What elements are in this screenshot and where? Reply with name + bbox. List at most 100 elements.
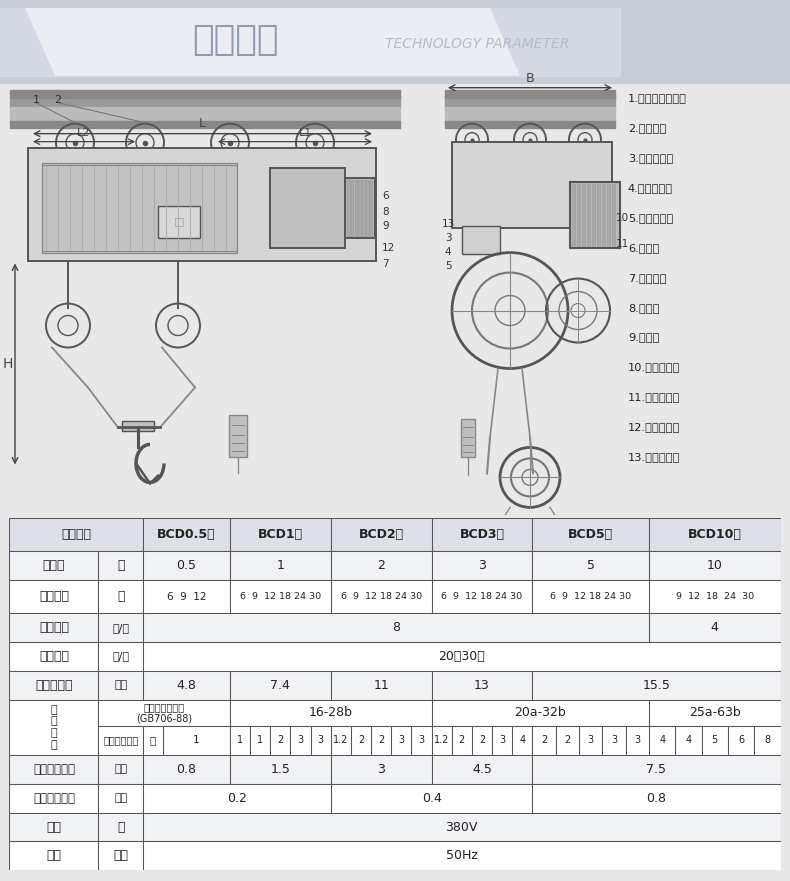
Text: 米/分: 米/分 (112, 652, 130, 662)
Text: 11: 11 (374, 679, 389, 692)
Bar (649, 613, 781, 642)
Bar (331, 755, 431, 783)
Bar (99, 671, 143, 700)
Text: 3: 3 (419, 736, 424, 745)
Text: 0.8: 0.8 (176, 763, 197, 775)
Bar (431, 700, 649, 726)
Text: 4: 4 (659, 736, 665, 745)
Text: 5: 5 (445, 261, 451, 270)
Bar (754, 726, 781, 755)
Bar (143, 755, 230, 783)
Bar (143, 726, 163, 755)
Bar (9, 642, 99, 671)
Text: □: □ (174, 217, 184, 226)
Bar (492, 726, 512, 755)
Bar (270, 167, 345, 248)
Text: B: B (525, 71, 534, 85)
Text: 3: 3 (445, 233, 451, 242)
Text: 5.电器控制箱: 5.电器控制箱 (628, 212, 673, 223)
Bar (603, 726, 626, 755)
Text: 2: 2 (277, 736, 284, 745)
Bar (143, 580, 230, 613)
Bar (230, 726, 250, 755)
Bar (649, 700, 781, 726)
Text: L: L (198, 116, 205, 130)
Text: 1: 1 (276, 559, 284, 572)
Bar (99, 552, 143, 580)
Text: 7.5: 7.5 (646, 763, 667, 775)
Bar (143, 518, 230, 552)
Bar (728, 726, 754, 755)
Text: 3: 3 (478, 559, 486, 572)
Bar (331, 726, 351, 755)
Text: 起升电机功率: 起升电机功率 (33, 763, 75, 775)
Text: 起升高度: 起升高度 (39, 590, 69, 603)
Bar (122, 421, 154, 432)
Text: BCD0.5吨: BCD0.5吨 (157, 528, 216, 541)
Bar (9, 580, 99, 613)
Bar (351, 726, 371, 755)
Bar (28, 148, 376, 261)
Text: 伏: 伏 (117, 820, 125, 833)
Text: 米: 米 (149, 736, 156, 745)
Polygon shape (25, 8, 520, 76)
Bar (570, 181, 620, 248)
Text: 6: 6 (382, 190, 389, 201)
Bar (512, 726, 532, 755)
Bar (431, 671, 532, 700)
Bar (143, 841, 781, 870)
Bar (532, 580, 649, 613)
Text: 12.平衡轮装置: 12.平衡轮装置 (628, 423, 680, 433)
Bar (9, 783, 99, 812)
Text: 4: 4 (519, 736, 525, 745)
Text: 7.起重吊钩: 7.起重吊钩 (628, 272, 667, 283)
Bar (649, 518, 781, 552)
Bar (230, 518, 331, 552)
Bar (532, 755, 781, 783)
Text: 技术参数: 技术参数 (192, 23, 278, 57)
Bar (431, 755, 532, 783)
Text: 15.5: 15.5 (642, 679, 671, 692)
Text: 6: 6 (738, 736, 744, 745)
Text: 1.2: 1.2 (434, 736, 450, 745)
Bar (9, 671, 99, 700)
Bar (230, 580, 331, 613)
Text: 1: 1 (32, 94, 40, 105)
Text: 起升速度: 起升速度 (39, 621, 69, 634)
Text: 13: 13 (442, 218, 454, 228)
Text: 3: 3 (377, 763, 385, 775)
Bar (579, 726, 603, 755)
Bar (230, 671, 331, 700)
Text: 赫兹: 赫兹 (113, 849, 128, 862)
Text: 13: 13 (474, 679, 490, 692)
Text: 3: 3 (634, 736, 641, 745)
Text: 频率: 频率 (47, 849, 62, 862)
Text: 4.5: 4.5 (472, 763, 492, 775)
Bar (532, 518, 649, 552)
Bar (230, 552, 331, 580)
Text: BCD5吨: BCD5吨 (568, 528, 613, 541)
Text: 起重量: 起重量 (43, 559, 66, 572)
Bar (99, 812, 143, 841)
Text: BCD2吨: BCD2吨 (359, 528, 404, 541)
Text: BCD3吨: BCD3吨 (460, 528, 505, 541)
Bar (143, 812, 781, 841)
Text: 10.运行电动机: 10.运行电动机 (628, 362, 680, 373)
Text: 环形轨道半径: 环形轨道半径 (103, 736, 138, 745)
Text: 2: 2 (459, 736, 465, 745)
Bar (649, 726, 675, 755)
Text: 3.断火限位器: 3.断火限位器 (628, 152, 673, 163)
Bar (163, 726, 230, 755)
Text: 1.起升机构减速器: 1.起升机构减速器 (628, 93, 687, 103)
Text: 运行速度: 运行速度 (39, 650, 69, 663)
Text: TECHNOLOGY PARAMETER: TECHNOLOGY PARAMETER (385, 37, 570, 51)
Text: 运行电机功率: 运行电机功率 (33, 792, 75, 804)
Text: 3: 3 (499, 736, 506, 745)
Bar (9, 700, 99, 755)
Text: 电压: 电压 (47, 820, 62, 833)
Text: L2: L2 (77, 128, 91, 137)
Bar (143, 671, 230, 700)
Bar (331, 783, 532, 812)
Bar (371, 726, 391, 755)
Text: 6  9  12 18 24 30: 6 9 12 18 24 30 (340, 592, 422, 601)
